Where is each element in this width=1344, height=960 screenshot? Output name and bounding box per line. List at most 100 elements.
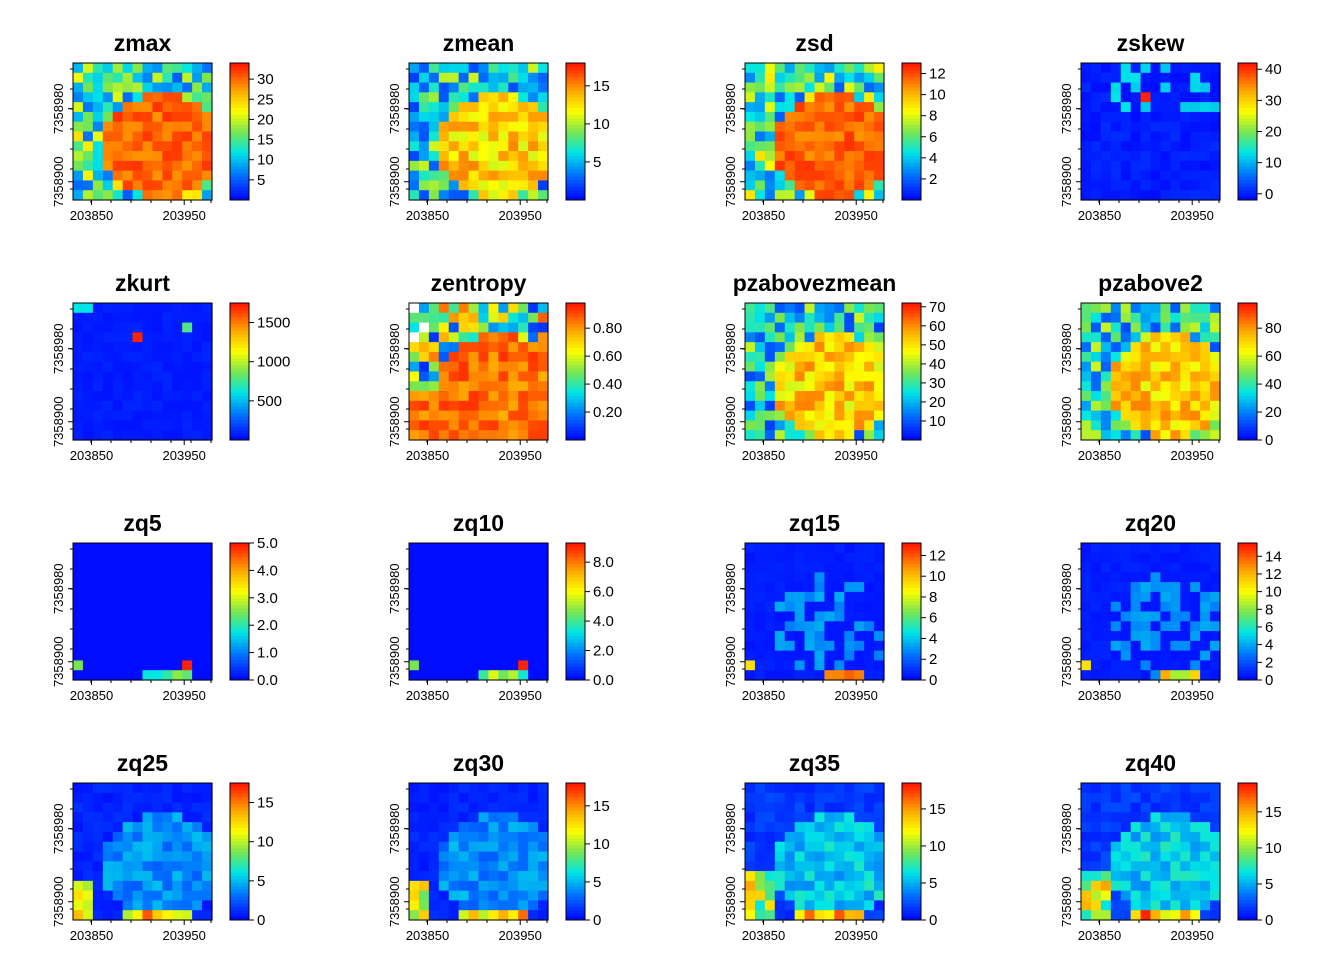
- raster-cell: [844, 430, 855, 441]
- legend-swatch: [566, 172, 585, 177]
- raster-cell: [774, 400, 786, 412]
- raster-cell: [478, 121, 490, 133]
- raster-cell: [844, 880, 855, 892]
- raster-cell: [1090, 82, 1102, 93]
- raster-cell: [498, 180, 509, 191]
- raster-cell: [478, 822, 490, 833]
- raster-cell: [834, 180, 845, 191]
- raster-cell: [1081, 160, 1092, 172]
- raster-cell: [112, 861, 124, 872]
- raster-cell: [172, 102, 183, 113]
- raster-cell: [764, 910, 776, 921]
- raster-cell: [1110, 910, 1122, 921]
- raster-cell: [102, 650, 114, 662]
- raster-cell: [1090, 410, 1102, 422]
- raster-cell: [182, 792, 193, 804]
- raster-cell: [814, 841, 826, 853]
- raster-cell: [82, 841, 94, 853]
- legend-tick-label: 15: [1265, 804, 1282, 821]
- raster-cell: [1180, 861, 1191, 872]
- raster-cell: [1090, 601, 1102, 613]
- legend-swatch: [566, 806, 585, 811]
- raster-cell: [448, 890, 460, 902]
- raster-cell: [438, 822, 450, 833]
- legend-swatch: [230, 830, 249, 835]
- raster-cell: [1210, 82, 1221, 93]
- raster-cell: [1090, 802, 1102, 813]
- raster-cell: [745, 170, 756, 182]
- raster-cell: [202, 631, 213, 642]
- raster-cell: [1200, 82, 1211, 93]
- raster-cell: [538, 611, 549, 622]
- raster-cell: [172, 822, 183, 833]
- raster-cell: [528, 160, 539, 172]
- legend-swatch: [902, 333, 921, 338]
- legend-swatch: [1238, 789, 1257, 794]
- raster-cell: [122, 400, 134, 412]
- legend-swatch: [902, 543, 921, 547]
- raster-cell: [1200, 312, 1211, 324]
- raster-cell: [745, 890, 756, 902]
- raster-cell: [1130, 342, 1142, 353]
- legend-swatch: [230, 436, 249, 441]
- legend-swatch: [1238, 659, 1257, 664]
- raster-cell: [102, 180, 114, 191]
- raster-cell: [538, 361, 549, 373]
- raster-cell: [428, 543, 440, 554]
- raster-cell: [202, 332, 213, 343]
- raster-cell: [1090, 543, 1102, 554]
- legend-swatch: [1238, 645, 1257, 650]
- raster-cell: [112, 831, 124, 843]
- legend-swatch: [566, 899, 585, 904]
- raster-cell: [202, 381, 213, 392]
- raster-cell: [498, 160, 509, 172]
- raster-cell: [1090, 861, 1102, 872]
- raster-cell: [754, 910, 766, 921]
- legend-swatch: [1238, 865, 1257, 870]
- raster-cell: [1180, 822, 1191, 833]
- raster-cell: [122, 180, 134, 191]
- raster-cell: [1190, 312, 1201, 324]
- raster-cell: [409, 601, 420, 613]
- raster-cell: [1140, 783, 1152, 794]
- raster-cell: [1160, 82, 1171, 93]
- raster-cell: [448, 391, 460, 402]
- legend-swatch: [1238, 560, 1257, 565]
- raster-cell: [874, 802, 885, 813]
- raster-cell: [745, 812, 756, 823]
- raster-cell: [418, 430, 430, 441]
- legend-swatch: [230, 398, 249, 403]
- raster-cell: [448, 871, 460, 882]
- raster-cell: [764, 322, 776, 333]
- raster-cell: [132, 322, 144, 333]
- legend-swatch: [1238, 128, 1257, 132]
- legend-swatch: [902, 909, 921, 914]
- raster-cell: [745, 111, 756, 123]
- raster-cell: [754, 420, 766, 431]
- legend-swatch: [1238, 189, 1257, 194]
- raster-cell: [409, 812, 420, 823]
- raster-cell: [162, 841, 173, 853]
- raster-cell: [518, 351, 529, 363]
- raster-cell: [498, 650, 509, 662]
- raster-cell: [498, 72, 509, 84]
- raster-cell: [834, 910, 845, 921]
- raster-cell: [73, 660, 84, 671]
- raster-cell: [764, 312, 776, 324]
- raster-cell: [814, 880, 826, 892]
- raster-cell: [152, 312, 163, 324]
- raster-cell: [152, 792, 163, 804]
- raster-cell: [192, 582, 203, 593]
- raster-cell: [1090, 170, 1102, 182]
- legend-swatch: [1238, 786, 1257, 791]
- raster-cell: [1170, 180, 1181, 191]
- legend-swatch: [230, 827, 249, 832]
- raster-cell: [1100, 151, 1112, 162]
- raster-cell: [428, 391, 440, 402]
- raster-cell: [844, 371, 855, 382]
- legend-tick-label: 6.0: [593, 584, 614, 601]
- raster-cell: [764, 543, 776, 554]
- raster-cell: [804, 650, 816, 662]
- raster-cell: [82, 890, 94, 902]
- raster-cell: [448, 111, 460, 123]
